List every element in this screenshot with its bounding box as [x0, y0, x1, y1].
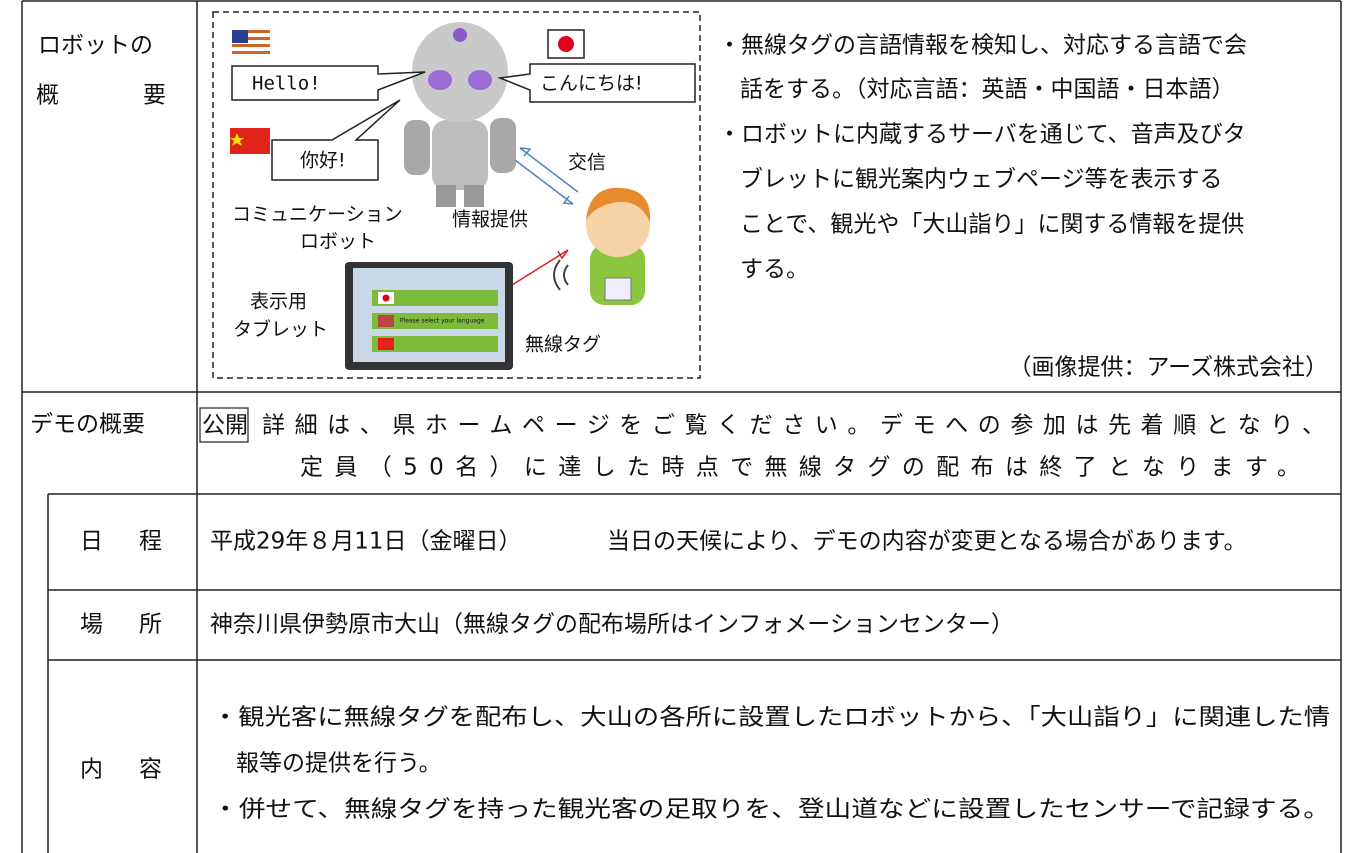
cell-text: 神奈川県伊勢原市大山（無線タグの配布場所はインフォメーションセンター）: [210, 612, 1014, 638]
diagram: Hello! こんにちは! 你好! 交信 コミュニケーション ロボット 情報提供: [212, 11, 701, 379]
cell-text: 平成29年８月11日（金曜日）: [210, 529, 522, 555]
demo-text: 定員（50名）に達した時点で無線タグの配布は終了となります。: [300, 455, 1300, 481]
flag-us: [232, 30, 270, 56]
diagram-label: ロボット: [300, 231, 376, 253]
row-label: 内 容: [80, 757, 162, 783]
row-label: 概 要: [36, 83, 166, 109]
cell-text: 報等の提供を行う。: [236, 751, 442, 777]
robot: [404, 22, 516, 207]
credit: （画像提供：アーズ株式会社）: [1009, 355, 1328, 381]
speech-text: 你好!: [300, 150, 346, 172]
bullet-text: する。: [740, 257, 809, 283]
diagram-label: コミュニケーション: [232, 204, 403, 226]
badge: 公開: [202, 413, 248, 439]
bullet-text: ・無線タグの言語情報を検知し、対応する言語で会: [718, 33, 1247, 59]
cell-text: 当日の天候により、デモの内容が変更となる場合があります。: [607, 529, 1247, 555]
diagram-label: 情報提供: [452, 209, 528, 231]
row-label: 日 程: [80, 529, 162, 555]
cell-text: ・併せて、無線タグを持った観光客の足取りを、登山道などに設置したセンサーで記録す…: [212, 797, 1330, 823]
diagram-label: タブレット: [233, 318, 328, 341]
row-label: 場 所: [80, 612, 162, 638]
diagram-label: 交信: [568, 152, 606, 174]
speech-text: こんにちは!: [540, 73, 643, 95]
tablet-text: Please select your language: [400, 318, 485, 325]
bullet-text: ブレットに観光案内ウェブページ等を表示する: [740, 167, 1223, 193]
flag-cn: [230, 128, 270, 154]
child: [553, 187, 651, 305]
cell-text: ・観光客に無線タグを配布し、大山の各所に設置したロボットから、「大山詣り」に関連…: [212, 705, 1330, 731]
bullet-text: 話をする。（対応言語：英語・中国語・日本語）: [740, 77, 1235, 103]
flag-jp: [547, 29, 585, 59]
bullet-text: ことで、観光や「大山詣り」に関する情報を提供: [740, 212, 1244, 238]
bullet-text: ・ロボットに内蔵するサーバを通じて、音声及びタ: [718, 122, 1246, 148]
row-label: デモの概要: [30, 412, 145, 438]
tablet: Please select your language: [345, 262, 513, 370]
row-label: ロボットの: [38, 33, 153, 59]
diagram-label: 表示用: [250, 291, 307, 313]
table-rules: [21, 0, 1342, 853]
demo-text: 詳細は、県ホームページをご覧ください。デモへの参加は先着順となり、: [262, 413, 1325, 439]
diagram-label: 無線タグ: [525, 334, 601, 356]
speech-text: Hello!: [252, 73, 321, 95]
